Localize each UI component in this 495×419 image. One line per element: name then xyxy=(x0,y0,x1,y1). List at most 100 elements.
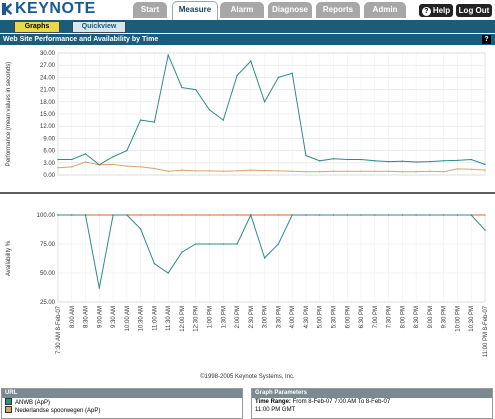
logo-text: KEYNOTE xyxy=(15,0,96,17)
data-point xyxy=(456,168,459,170)
tab-start[interactable]: Start xyxy=(133,2,167,18)
subtab-quickview[interactable]: Quickview xyxy=(72,21,126,33)
data-point xyxy=(167,54,169,56)
y-tick-label: 12.00 xyxy=(40,124,56,130)
url-panel-header: URL xyxy=(2,389,242,398)
tab-label: Reports xyxy=(322,5,354,14)
logout-button[interactable]: Log Out xyxy=(456,4,492,17)
data-point xyxy=(484,214,486,216)
data-point xyxy=(263,214,266,216)
data-point xyxy=(387,214,390,216)
x-tick-label: 10:00 PM xyxy=(456,306,462,332)
x-tick-label: 8:30 PM xyxy=(414,306,420,328)
data-point xyxy=(236,243,238,245)
tab-label: Diagnose xyxy=(271,5,308,14)
data-point xyxy=(319,214,321,216)
time-range-value: From 8-Feb-07 7:00 AM To 8-Feb-07 xyxy=(292,399,391,405)
charts-area: 0.00 3.00 6.00 9.00 12.00 15.00 18.00 21.00 24.0… xyxy=(0,51,495,357)
data-point xyxy=(277,170,280,172)
data-point xyxy=(195,243,197,245)
data-point xyxy=(484,163,486,166)
data-point xyxy=(346,158,348,161)
data-point xyxy=(126,165,128,167)
plot-frame xyxy=(57,214,486,303)
tab-alarm[interactable]: Alarm xyxy=(220,2,264,18)
url-legend-item[interactable]: Nederlandse spoorwegen (ApP) xyxy=(2,406,242,414)
data-point xyxy=(277,243,280,245)
y-tick-label: 3.00 xyxy=(43,161,55,167)
data-point xyxy=(415,171,417,173)
data-point xyxy=(208,214,211,216)
x-tick-label: 11:00 PM 8-Feb-07 xyxy=(483,305,489,357)
data-point xyxy=(222,119,224,121)
data-point xyxy=(442,171,445,173)
data-point xyxy=(57,166,59,169)
data-point xyxy=(139,119,142,121)
time-range-row: Time Range: From 8-Feb-07 7:00 AM To 8-F… xyxy=(252,398,492,406)
tab-measure[interactable]: Measure xyxy=(172,1,218,21)
data-point xyxy=(181,86,183,89)
data-point xyxy=(139,228,142,230)
data-point xyxy=(139,214,142,216)
x-tick-label: 9:30 PM xyxy=(442,306,448,328)
y-axis-label: Availability % xyxy=(6,240,12,276)
x-tick-label: 10:30 AM xyxy=(139,306,145,331)
subtab-label: Quickview xyxy=(81,23,117,30)
data-point xyxy=(263,169,266,172)
data-point xyxy=(181,214,183,216)
data-point xyxy=(429,160,431,163)
data-point xyxy=(98,164,101,166)
tab-admin[interactable]: Admin xyxy=(364,2,406,18)
y-tick-label: 18.00 xyxy=(40,100,56,106)
time-range-label: Time Range: xyxy=(255,399,291,405)
y-tick-label: 75.00 xyxy=(40,242,56,248)
page-help-icon[interactable]: ? xyxy=(482,35,491,44)
data-point xyxy=(84,214,87,216)
subtab-graphs[interactable]: Graphs xyxy=(14,21,60,33)
data-point xyxy=(236,74,238,77)
data-point xyxy=(332,214,335,216)
data-point xyxy=(401,214,404,216)
tab-label: Start xyxy=(140,5,160,14)
data-point xyxy=(456,214,459,216)
x-tick-label: 3:30 PM xyxy=(276,306,282,328)
x-tick-label: 3:00 PM xyxy=(263,306,269,328)
tab-reports[interactable]: Reports xyxy=(316,2,360,18)
data-point xyxy=(442,214,445,216)
data-point xyxy=(470,168,472,171)
data-point xyxy=(470,214,472,216)
data-point xyxy=(360,158,362,161)
data-point xyxy=(305,214,307,216)
data-point xyxy=(401,171,404,173)
x-tick-label: 7:30 PM xyxy=(387,306,393,328)
tab-diagnose[interactable]: Diagnose xyxy=(268,2,312,18)
data-point xyxy=(291,214,293,216)
x-tick-label: 9:00 PM xyxy=(428,306,434,328)
data-point xyxy=(263,257,266,259)
x-tick-label: 10:00 AM xyxy=(125,306,131,331)
page-title-bar: Web Site Performance and Availability by… xyxy=(0,34,495,45)
x-axis-labels: 7:30 AM 8-Feb-07 8:00 AM 8:30 AM 9:00 AM 9:3… xyxy=(56,305,489,357)
y-tick-label: 100.00 xyxy=(37,213,56,219)
url-legend-item[interactable]: ANWB (ApP) xyxy=(2,398,242,406)
help-button[interactable]: ? Help xyxy=(419,4,453,17)
data-point xyxy=(332,170,335,173)
data-point xyxy=(319,171,321,173)
data-point xyxy=(195,88,197,91)
y-tick-label: 27.00 xyxy=(40,63,56,69)
data-point xyxy=(112,163,114,166)
data-point xyxy=(374,170,376,173)
data-point xyxy=(126,214,128,216)
y-tick-label: 30.00 xyxy=(40,51,56,57)
series-line-anwb xyxy=(58,53,486,166)
data-point xyxy=(167,214,169,216)
data-point xyxy=(153,167,156,170)
data-point xyxy=(470,158,472,161)
data-point xyxy=(277,76,280,79)
data-point xyxy=(208,243,211,245)
data-point xyxy=(332,158,335,160)
tab-label: Admin xyxy=(372,5,398,14)
data-point xyxy=(387,160,390,163)
time-range-cont: 11:00 PM GMT xyxy=(255,407,296,413)
data-point xyxy=(195,214,197,216)
